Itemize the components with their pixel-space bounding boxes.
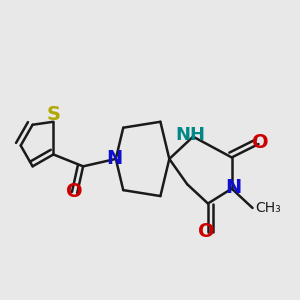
Text: N: N [225, 178, 241, 197]
Text: CH₃: CH₃ [256, 201, 281, 215]
Text: NH: NH [176, 126, 206, 144]
Text: N: N [106, 149, 122, 168]
Text: S: S [46, 105, 60, 124]
Text: O: O [66, 182, 82, 201]
Text: O: O [198, 222, 215, 241]
Text: O: O [252, 133, 268, 152]
